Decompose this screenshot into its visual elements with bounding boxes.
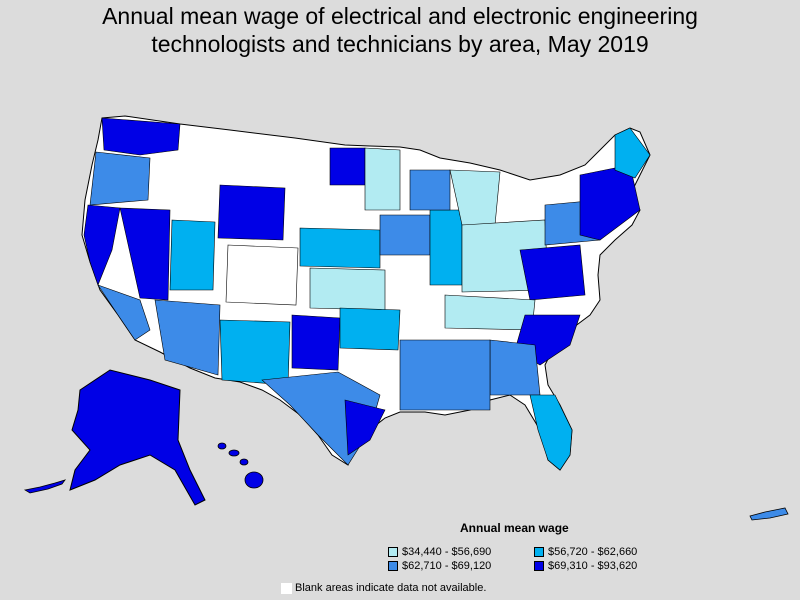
region-texas-north (291, 314, 341, 371)
legend-item-3: $62,710 - $69,120 (388, 560, 491, 572)
region-washington (101, 117, 181, 156)
region-nebraska (299, 227, 381, 269)
region-appalachia (519, 244, 586, 301)
legend-swatch-3 (388, 561, 398, 571)
legend-label-2: $56,720 - $62,660 (548, 546, 638, 558)
region-colorado (225, 244, 299, 306)
region-oklahoma (339, 307, 401, 351)
legend-label-3: $62,710 - $69,120 (402, 560, 492, 572)
no-data-swatch (281, 582, 292, 594)
region-california-south (97, 284, 151, 341)
region-texas-gulf (344, 399, 386, 456)
region-arizona (154, 299, 221, 376)
alaska-aleutians (23, 479, 67, 494)
no-data-note: Blank areas indicate data not available. (281, 582, 486, 594)
region-minnesota (364, 147, 401, 211)
legend-swatch-4 (534, 561, 544, 571)
no-data-text: Blank areas indicate data not available. (295, 582, 487, 594)
legend-item-1: $34,440 - $56,690 (388, 546, 491, 558)
region-florida (529, 394, 573, 471)
legend-item-2: $56,720 - $62,660 (534, 546, 637, 558)
legend-label-4: $69,310 - $93,620 (548, 560, 638, 572)
region-nevada (119, 207, 171, 301)
region-new-mexico (219, 319, 291, 386)
region-georgia (489, 339, 541, 396)
alaska (69, 369, 206, 506)
region-wisconsin (409, 169, 451, 211)
legend-swatch-1 (388, 547, 398, 557)
region-illinois (429, 209, 463, 286)
map-title: Annual mean wage of electrical and elect… (0, 2, 800, 58)
puerto-rico (749, 507, 789, 521)
region-wyoming (217, 184, 286, 241)
region-kansas (309, 267, 386, 311)
legend-item-4: $69,310 - $93,620 (534, 560, 637, 572)
region-utah (169, 219, 216, 291)
region-tennessee (444, 294, 536, 331)
title-line-2: technologists and technicians by area, M… (151, 31, 649, 57)
title-line-1: Annual mean wage of electrical and elect… (102, 3, 698, 29)
region-maine (614, 127, 651, 179)
legend-label-1: $34,440 - $56,690 (402, 546, 492, 558)
region-gulf-south (399, 339, 491, 411)
hawaii (217, 442, 264, 489)
legend-title: Annual mean wage (460, 521, 569, 535)
legend-swatch-2 (534, 547, 544, 557)
region-north-dakota (329, 147, 366, 186)
region-iowa (379, 214, 431, 256)
region-oregon (89, 151, 151, 206)
